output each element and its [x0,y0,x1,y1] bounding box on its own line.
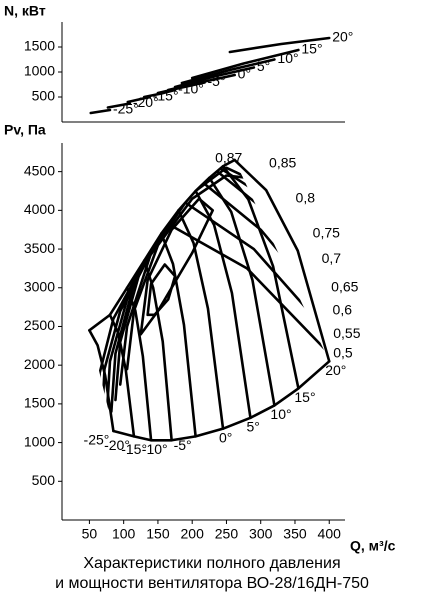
curve-label: -15° [121,441,147,457]
angle-curve [160,232,197,438]
efficiency-label: 0,87 [215,150,242,166]
curve-label: -5° [174,437,192,453]
y-tick-label: 1000 [24,63,55,79]
angle-curve [108,313,136,438]
efficiency-label: 0,6 [333,302,353,318]
angle-curve [190,48,300,80]
angle-curve [106,102,132,109]
x-tick-label: 300 [249,526,273,542]
angle-curve [221,164,300,390]
curve-label: -20° [104,437,130,453]
angle-curve [173,66,256,89]
angle-curve [89,108,112,115]
efficiency-label: 0,8 [296,189,316,205]
curve-label: 15° [294,389,315,405]
curve-label: 5° [246,419,259,435]
angle-curve [228,36,331,54]
curve-label: 0° [219,429,232,445]
y-tick-label: 1500 [24,395,55,411]
angle-curve [166,73,236,92]
x-tick-label: 50 [82,526,98,542]
angle-curve [180,58,276,85]
y-tick-label: 500 [32,88,56,104]
curve-label: 20° [332,29,353,45]
chart-title: и мощности вентилятора ВО-28/16ДН-750 [55,575,369,592]
y-tick-label: 2000 [24,356,55,372]
y-axis-label: N, кВт [4,3,46,19]
efficiency-label: 0,5 [333,344,353,360]
efficiency-label: 0,7 [322,250,342,266]
y-tick-label: 1000 [24,433,55,449]
x-tick-label: 200 [181,526,205,542]
efficiency-curve [94,224,330,433]
efficiency-curve [139,197,215,336]
efficiency-label: 0,55 [333,325,360,341]
angle-curve [88,329,115,433]
angle-curve [194,189,252,420]
y-tick-label: 3500 [24,240,55,256]
y-tick-label: 500 [32,472,56,488]
y-tick-label: 4500 [24,162,55,178]
angle-curve [177,209,225,430]
curve-label: 15° [301,41,322,57]
efficiency-curve [114,166,319,402]
efficiency-label: 0,85 [269,155,296,171]
y-tick-label: 2500 [24,317,55,333]
y-tick-label: 1500 [24,38,55,54]
x-tick-label: 350 [283,526,307,542]
angle-curve [233,158,331,363]
y-axis-label: Pv, Па [4,122,46,138]
curve-label: -25° [84,432,110,448]
y-tick-label: 4000 [24,201,55,217]
x-axis-label: Q, м³/с [350,538,396,554]
x-tick-label: 400 [318,526,342,542]
angle-curve [208,176,276,407]
chart-title: Характеристики полного давления [83,555,340,572]
efficiency-label: 0,75 [313,224,340,240]
curve-label: 10° [270,406,291,422]
y-tick-label: 3000 [24,278,55,294]
x-tick-label: 150 [146,526,170,542]
curve-label: 20° [325,362,346,378]
x-tick-label: 100 [112,526,136,542]
curve-label: -10° [142,441,168,457]
envelope [112,360,331,442]
x-tick-label: 250 [215,526,239,542]
efficiency-label: 0,65 [331,278,358,294]
